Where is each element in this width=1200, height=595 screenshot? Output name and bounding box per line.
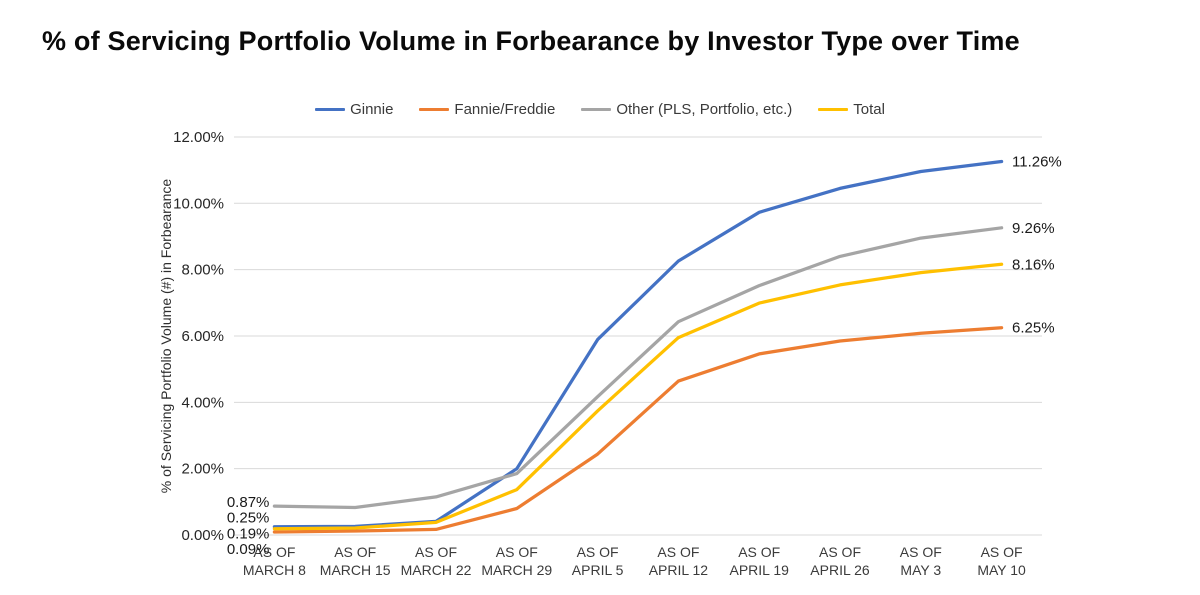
series-line-total <box>272 262 1004 531</box>
start-data-label: 0.25% <box>227 510 270 527</box>
legend-item-total: Total <box>818 101 885 118</box>
legend-swatch <box>419 108 450 111</box>
x-axis-label-date: APRIL 19 <box>729 562 789 578</box>
end-data-label: 6.25% <box>1012 320 1055 337</box>
legend-swatch <box>581 108 612 111</box>
x-axis-label-date: APRIL 12 <box>649 562 709 578</box>
y-tick-label: 8.00% <box>181 262 224 279</box>
x-axis-label-date: MARCH 8 <box>243 562 306 578</box>
x-axis-label-date: MARCH 29 <box>481 562 552 578</box>
x-axis-label-prefix: AS OF <box>819 544 861 560</box>
y-tick-label: 12.00% <box>173 129 224 146</box>
series-line-other-pls-portfolio-etc <box>272 226 1004 510</box>
chart-title: % of Servicing Portfolio Volume in Forbe… <box>42 26 1020 56</box>
y-tick-label: 2.00% <box>181 461 224 478</box>
legend-swatch <box>315 108 346 111</box>
y-tick-label: 0.00% <box>181 527 224 544</box>
x-axis-label-prefix: AS OF <box>415 544 457 560</box>
x-axis-label-date: MAY 10 <box>977 562 1026 578</box>
y-tick-label: 10.00% <box>173 195 224 212</box>
x-axis-label-date: MARCH 15 <box>320 562 391 578</box>
series-line-fannie-freddie <box>272 326 1004 534</box>
legend-item-other-pls-portfolio-etc: Other (PLS, Portfolio, etc.) <box>581 101 792 118</box>
legend-swatch <box>818 108 849 111</box>
x-axis-label-date: MARCH 22 <box>401 562 472 578</box>
end-data-label: 8.16% <box>1012 256 1055 273</box>
legend-label: Ginnie <box>350 101 394 118</box>
y-tick-label: 4.00% <box>181 394 224 411</box>
x-axis-label-date: APRIL 5 <box>572 562 624 578</box>
x-axis-label-date: APRIL 26 <box>810 562 870 578</box>
legend-item-fannie-freddie: Fannie/Freddie <box>419 101 555 118</box>
x-axis-label-date: MAY 3 <box>900 562 941 578</box>
start-data-label: 0.19% <box>227 525 270 542</box>
legend-label: Other (PLS, Portfolio, etc.) <box>616 101 793 118</box>
start-data-label: 0.09% <box>227 541 270 558</box>
x-axis-label-prefix: AS OF <box>657 544 699 560</box>
x-axis-label-prefix: AS OF <box>900 544 942 560</box>
legend-label: Total <box>853 101 885 118</box>
end-data-label: 11.26% <box>1012 154 1062 171</box>
y-axis-title: % of Servicing Portfolio Volume (#) in F… <box>158 179 174 494</box>
x-axis-label-prefix: AS OF <box>577 544 619 560</box>
x-axis-label-prefix: AS OF <box>253 544 295 560</box>
x-axis-label-prefix: AS OF <box>496 544 538 560</box>
x-axis-label-prefix: AS OF <box>334 544 376 560</box>
legend-item-ginnie: Ginnie <box>315 101 393 118</box>
y-tick-label: 6.00% <box>181 328 224 345</box>
series-line-ginnie <box>272 159 1004 529</box>
x-axis-label-prefix: AS OF <box>981 544 1023 560</box>
start-data-label: 0.87% <box>227 494 270 511</box>
chart-legend: Ginnie Fannie/Freddie Other (PLS, Portfoli… <box>0 101 1200 118</box>
x-axis-label-prefix: AS OF <box>738 544 780 560</box>
legend-label: Fannie/Freddie <box>454 101 556 118</box>
end-data-label: 9.26% <box>1012 220 1055 237</box>
